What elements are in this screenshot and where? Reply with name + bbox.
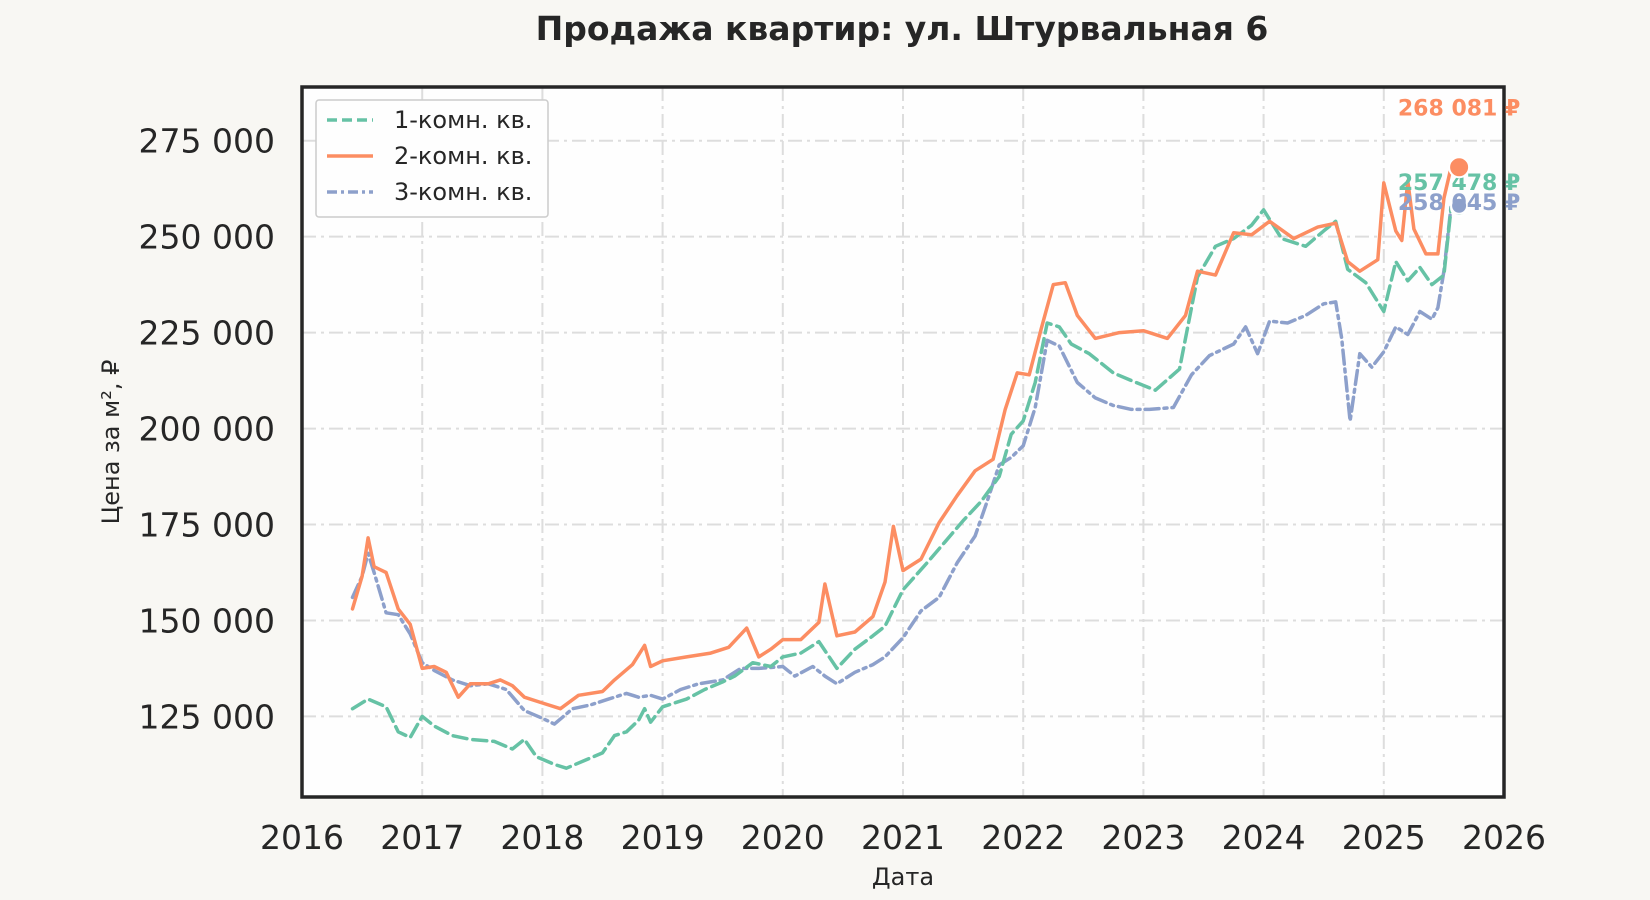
legend-label-1-room: 1-комн. кв. bbox=[394, 106, 532, 134]
series-end-label: 258 045 ₽ bbox=[1398, 191, 1520, 216]
y-tick-label: 150 000 bbox=[139, 601, 275, 640]
series-layer bbox=[350, 165, 1453, 770]
y-tick-labels: 125 000 150 000 175 000 200 000 225 000 250 0… bbox=[139, 122, 275, 737]
series-end-marker bbox=[1448, 156, 1471, 179]
x-tick-label: 2021 bbox=[861, 818, 945, 857]
series-end-label: 268 081 ₽ bbox=[1398, 96, 1520, 121]
x-tick-label: 2026 bbox=[1462, 818, 1546, 857]
x-tick-label: 2018 bbox=[500, 818, 584, 857]
x-tick-label: 2019 bbox=[621, 818, 705, 857]
x-tick-label: 2023 bbox=[1101, 818, 1185, 857]
x-tick-label: 2016 bbox=[260, 818, 344, 857]
y-tick-label: 275 000 bbox=[139, 122, 275, 161]
x-tick-label: 2025 bbox=[1342, 818, 1426, 857]
legend-label-3-room: 3-комн. кв. bbox=[394, 178, 532, 206]
y-tick-label: 175 000 bbox=[139, 506, 275, 545]
y-axis-label: Цена за м², ₽ bbox=[97, 360, 125, 525]
x-tick-label: 2024 bbox=[1222, 818, 1306, 857]
x-tick-label: 2017 bbox=[380, 818, 464, 857]
y-tick-label: 125 000 bbox=[139, 697, 275, 736]
grid bbox=[302, 87, 1504, 797]
y-tick-label: 200 000 bbox=[139, 410, 275, 449]
series-line bbox=[350, 165, 1453, 711]
plot-frame bbox=[300, 85, 1506, 799]
y-tick-label: 250 000 bbox=[139, 218, 275, 257]
series-line bbox=[350, 204, 1453, 726]
legend-box bbox=[315, 99, 549, 218]
end-markers: 257 478 ₽268 081 ₽258 045 ₽ bbox=[1398, 96, 1520, 217]
x-tick-label: 2022 bbox=[981, 818, 1065, 857]
x-tick-labels: 2016 2017 2018 2019 2020 2021 2022 2023 2024 2025… bbox=[260, 818, 1546, 857]
x-tick-label: 2020 bbox=[741, 818, 825, 857]
series-end-marker bbox=[1450, 196, 1469, 215]
legend-label-2-room: 2-комн. кв. bbox=[394, 142, 532, 170]
y-tick-label: 225 000 bbox=[139, 314, 275, 353]
legend: 1-комн. кв. 2-комн. кв. 3-комн. кв. bbox=[315, 99, 549, 218]
series-line bbox=[350, 206, 1453, 770]
chart-title: Продажа квартир: ул. Штурвальная 6 bbox=[536, 9, 1269, 48]
x-axis-label: Дата bbox=[872, 863, 934, 891]
